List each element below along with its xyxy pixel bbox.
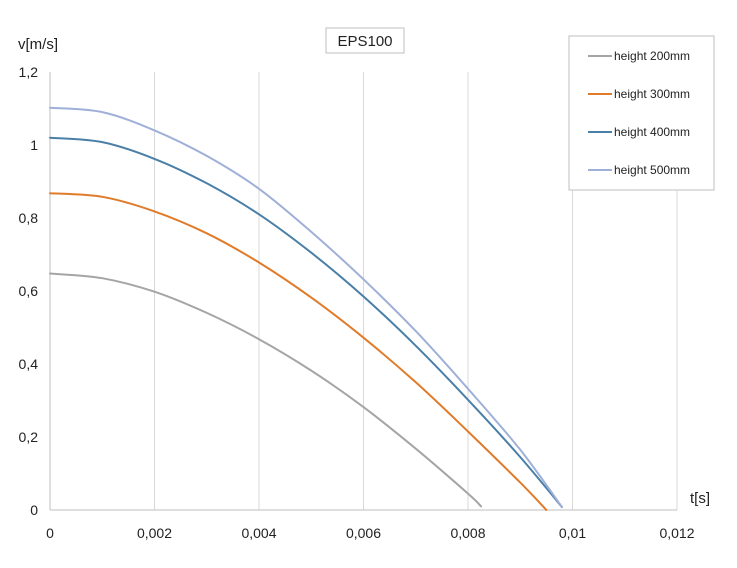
x-axis-label: t[s] xyxy=(690,490,710,507)
y-tick-labels: 0 0,2 0,4 0,6 0,8 1 1,2 xyxy=(19,64,39,518)
y-tick-label: 0,6 xyxy=(19,283,39,299)
legend-label-3: height 400mm xyxy=(614,125,690,139)
y-tick-label: 0,2 xyxy=(19,429,39,445)
chart-title-text: EPS100 xyxy=(337,33,392,50)
series-line-3 xyxy=(49,136,563,509)
y-tick-label: 1 xyxy=(30,137,38,153)
y-tick-label: 0 xyxy=(30,502,38,518)
legend-box xyxy=(568,35,715,191)
y-tick-label: 0,8 xyxy=(19,210,39,226)
x-tick-label: 0,012 xyxy=(659,525,694,541)
chart-title-box xyxy=(325,27,405,54)
chart-title: EPS100 xyxy=(325,27,405,54)
legend: height 200mm height 300mm height 400mm heig… xyxy=(568,35,715,191)
series-line-4 xyxy=(49,106,563,509)
axes xyxy=(49,72,677,511)
series-line-1 xyxy=(49,272,483,508)
y-tick-label: 1,2 xyxy=(19,64,39,80)
x-tick-label: 0,004 xyxy=(241,525,276,541)
x-tick-label: 0,01 xyxy=(559,525,586,541)
x-tick-labels: 0 0,002 0,004 0,006 0,008 0,01 0,012 xyxy=(46,525,695,541)
y-tick-label: 0,4 xyxy=(19,356,39,372)
y-axis-label: v[m/s] xyxy=(18,36,58,53)
x-tick-label: 0,008 xyxy=(450,525,485,541)
x-tick-label: 0,006 xyxy=(346,525,381,541)
series-line-2 xyxy=(49,192,548,511)
legend-label-2: height 300mm xyxy=(614,87,690,101)
x-tick-label: 0 xyxy=(46,525,54,541)
legend-label-1: height 200mm xyxy=(614,49,690,63)
x-tick-label: 0,002 xyxy=(137,525,172,541)
legend-label-4: height 500mm xyxy=(614,163,690,177)
series-lines xyxy=(49,106,563,511)
